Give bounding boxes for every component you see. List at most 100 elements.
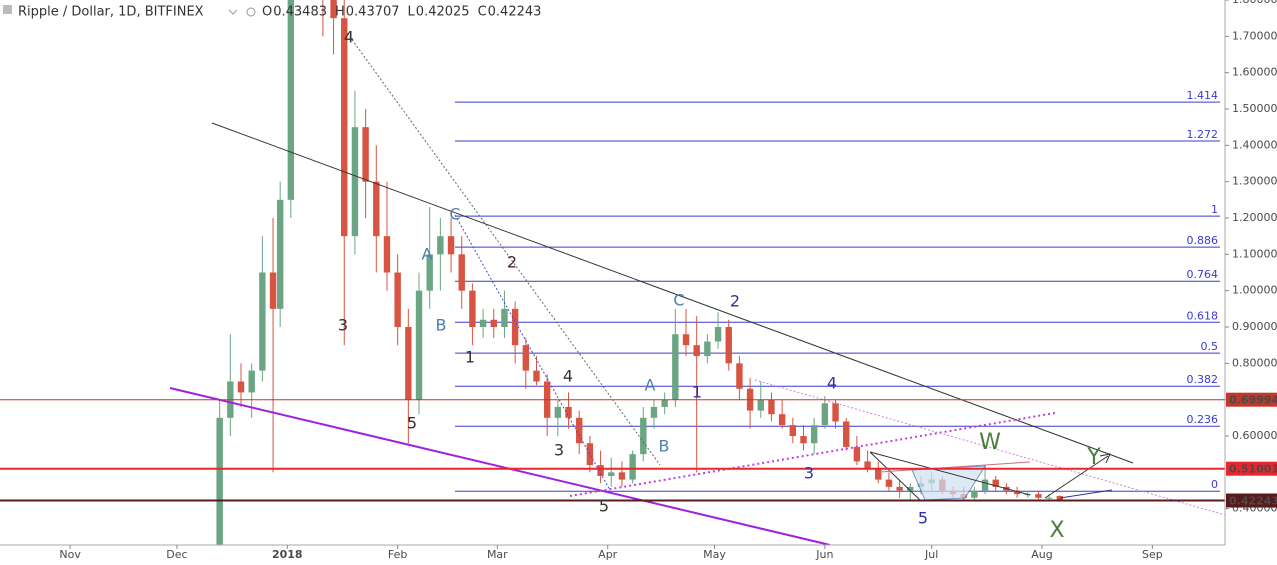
wave-labels: 4 3 5 C A B 2 1 4 3 5 A B C 2 1 4 3 5 W Y X — [338, 28, 1101, 544]
candle-body — [971, 490, 978, 498]
candle-body — [362, 127, 369, 182]
y-tick-label: 1.20000 — [1232, 211, 1277, 224]
wave-label: 5 — [918, 509, 928, 528]
y-tick-label: 0.90000 — [1232, 320, 1277, 333]
y-tick-label: 0.60000 — [1232, 429, 1277, 442]
wave-label: 1 — [465, 348, 475, 367]
candle-body — [554, 406, 562, 418]
candle-body — [269, 272, 277, 309]
wave-label: 3 — [804, 464, 814, 483]
candle-body — [248, 370, 255, 393]
x-tick-label: Apr — [598, 548, 618, 561]
plot-area: 1.414 1.272 1 0.886 0.764 0.618 0.5 0.382 0.236 0… — [0, 0, 1225, 545]
candle-body — [469, 290, 476, 327]
fib-label: 0.236 — [1187, 413, 1219, 426]
fib-label: 0 — [1211, 478, 1218, 491]
x-tick-label: Jun — [815, 548, 833, 561]
price-label: 0.51001 — [1229, 463, 1277, 476]
candle-body — [437, 236, 444, 255]
fib-label: 0.618 — [1187, 309, 1219, 322]
status-dot — [246, 7, 256, 17]
drawings — [169, 29, 1225, 545]
wave-label: 2 — [507, 253, 517, 272]
trend-line — [869, 451, 1031, 496]
ohlc-key: C — [478, 5, 487, 20]
price-label: 0.42243 — [1229, 495, 1277, 508]
candle-body — [447, 236, 455, 255]
candle-body — [693, 345, 700, 357]
y-tick-label: 1.80000 — [1232, 0, 1277, 6]
candle-body — [768, 399, 775, 415]
price-label-bg — [1226, 461, 1277, 476]
time-axis: Nov Dec 2018 Feb Mar Apr May Jun Jul Aug Sep — [59, 545, 1163, 561]
candle-body — [1056, 496, 1064, 501]
wave-label: 1 — [692, 383, 702, 402]
trend-line — [879, 461, 1031, 473]
y-tick-label: 1.60000 — [1232, 66, 1277, 79]
candle-body — [778, 414, 786, 426]
candle-body — [1035, 494, 1042, 498]
candle-body — [405, 327, 412, 400]
fib-label: 0.382 — [1187, 373, 1219, 386]
projection-arrow — [1044, 455, 1109, 499]
wave-label: 4 — [344, 28, 354, 47]
ohlc-value: 0.43483 — [273, 5, 327, 20]
candle-body — [458, 254, 465, 291]
dropdown-caret[interactable] — [228, 9, 238, 15]
candle-body — [237, 381, 245, 393]
candle-body — [276, 199, 284, 309]
fib-label: 0.764 — [1187, 268, 1219, 281]
candle-body — [725, 327, 732, 364]
candle-body — [832, 403, 839, 422]
candle-body — [981, 479, 989, 491]
candle-body — [287, 0, 295, 200]
x-tick-label: Sep — [1142, 548, 1163, 561]
wave-label: 5 — [599, 497, 609, 516]
y-tick-label: 1.00000 — [1232, 284, 1277, 297]
fib-label: 1 — [1211, 203, 1218, 216]
candle-body — [511, 308, 519, 346]
fib-label: 1.414 — [1187, 89, 1219, 102]
ohlc-value: 0.42025 — [416, 5, 470, 20]
candle-body — [714, 327, 722, 342]
candle-body — [522, 345, 530, 371]
wave-label: 3 — [554, 441, 564, 460]
x-tick-label: 2018 — [272, 548, 303, 561]
y-tick-label: 1.40000 — [1232, 138, 1277, 151]
candle-body — [992, 479, 999, 487]
trend-line — [754, 379, 1225, 516]
candle-body — [586, 443, 594, 466]
candle-body — [885, 479, 893, 487]
trend-line — [344, 29, 661, 466]
candle-body — [597, 465, 604, 476]
candle-body — [565, 406, 572, 418]
candle-body — [1013, 490, 1021, 495]
candle-body — [821, 403, 829, 426]
candle-body — [864, 461, 871, 469]
x-tick-label: Mar — [487, 548, 508, 561]
ohlc-key: L — [408, 5, 416, 20]
fib-label: 1.272 — [1187, 128, 1219, 141]
candle-body — [216, 417, 223, 545]
candle-body — [383, 236, 391, 273]
x-tick-label: Dec — [166, 548, 187, 561]
candle-body — [501, 308, 508, 327]
candle-body — [853, 446, 861, 462]
candle-body — [1045, 497, 1053, 499]
fib-retracement: 1.414 1.272 1 0.886 0.764 0.618 0.5 0.382 0.236 0 — [455, 89, 1220, 492]
candle-body — [373, 181, 380, 237]
candle-body — [618, 472, 626, 480]
candle-body — [757, 399, 764, 411]
pattern-shape — [911, 465, 986, 501]
candle-body — [394, 272, 401, 327]
wave-label: A — [645, 376, 656, 395]
candle-body — [341, 18, 348, 237]
price-label-bg — [1226, 493, 1277, 508]
trend-line — [569, 412, 1056, 497]
wave-label: W — [979, 430, 1001, 455]
y-tick-label: 1.10000 — [1232, 247, 1277, 260]
header: Ripple / Dollar, 1D, BITFINEX O 0.43483 H 0… — [3, 5, 541, 20]
fib-label: 0.5 — [1201, 340, 1219, 353]
